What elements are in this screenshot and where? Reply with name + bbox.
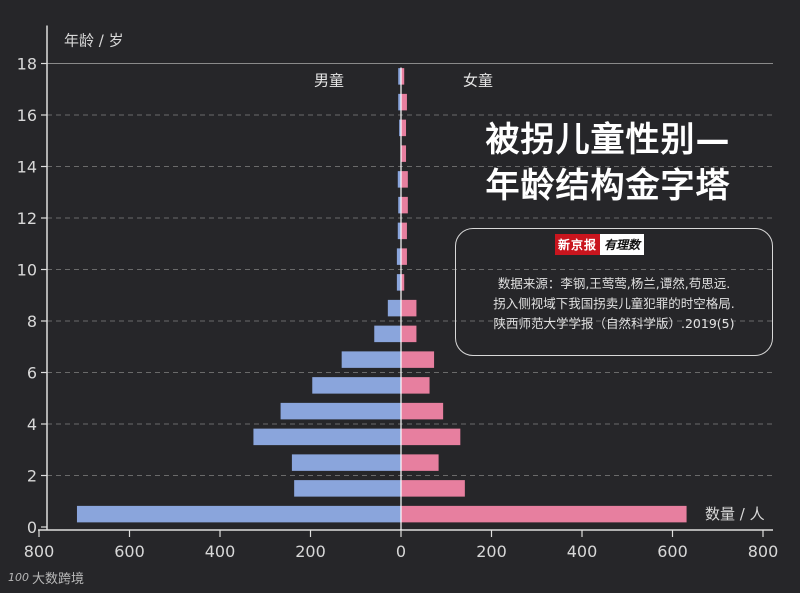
data-source-text: 数据来源：李钢,王莺莺,杨兰,谭然,苟思远. 拐入侧视域下我国拐卖儿童犯罪的时空… — [456, 274, 772, 334]
bar-female — [401, 248, 407, 265]
bar-female — [401, 402, 444, 420]
source-line-3: 陕西师范大学学报（自然科学版）.2019(5) — [493, 316, 735, 331]
bar-male — [398, 93, 401, 111]
bar-female — [401, 454, 439, 471]
y-tick-label: 8 — [27, 312, 37, 331]
y-tick-label: 6 — [27, 364, 37, 383]
publisher-logo: 新京报 有理数 — [555, 234, 645, 255]
bar-female — [401, 505, 687, 523]
bar-male — [397, 171, 401, 188]
series-label-female: 女童 — [463, 72, 493, 90]
youlishu-logo: 有理数 — [600, 234, 645, 255]
x-tick-label: 600 — [657, 542, 688, 561]
y-tick-label: 2 — [27, 467, 37, 486]
y-tick-label: 10 — [17, 261, 37, 280]
bar-male — [253, 428, 401, 446]
bar-male — [76, 505, 401, 523]
y-tick-label: 14 — [17, 158, 37, 177]
source-box: 新京报 有理数 数据来源：李钢,王莺莺,杨兰,谭然,苟思远. 拐入侧视域下我国拐… — [455, 228, 773, 356]
x-tick-label: 800 — [748, 542, 779, 561]
bar-female — [401, 222, 407, 240]
bar-female — [401, 351, 435, 368]
watermark: 100 大数跨境 — [8, 568, 84, 587]
bar-male — [397, 222, 401, 240]
bar-female — [401, 325, 417, 343]
bar-male — [398, 68, 401, 85]
x-tick-label: 800 — [24, 542, 55, 561]
bar-male — [312, 377, 401, 394]
series-label-male: 男童 — [314, 72, 344, 90]
x-tick-label: 200 — [476, 542, 507, 561]
bar-male — [294, 480, 401, 497]
watermark-text: 大数跨境 — [32, 572, 85, 587]
bar-female — [401, 119, 407, 137]
y-tick-label: 18 — [17, 55, 37, 74]
y-axis-title: 年龄 / 岁 — [64, 32, 124, 50]
x-axis-title: 数量 / 人 — [705, 505, 765, 523]
chart-title: 被拐儿童性别— 年龄结构金字塔 — [458, 117, 758, 209]
x-tick-label: 0 — [396, 542, 406, 561]
x-tick-label: 400 — [205, 542, 236, 561]
x-tick-label: 600 — [114, 542, 145, 561]
bar-male — [341, 351, 401, 368]
bar-female — [401, 274, 405, 291]
bar-male — [396, 248, 401, 265]
source-line-2: 拐入侧视域下我国拐卖儿童犯罪的时空格局. — [493, 296, 735, 311]
watermark-logo-icon: 100 — [8, 571, 29, 584]
y-tick-label: 16 — [17, 106, 37, 125]
bar-male — [396, 274, 401, 291]
y-tick-label: 0 — [27, 518, 37, 537]
x-tick-label: 400 — [567, 542, 598, 561]
bar-female — [401, 480, 465, 497]
bar-male — [374, 325, 401, 343]
chart-title-line-2: 年龄结构金字塔 — [485, 166, 731, 206]
bar-female — [401, 145, 407, 162]
xinjingbao-logo: 新京报 — [555, 234, 601, 255]
y-tick-label: 4 — [27, 415, 37, 434]
bar-female — [401, 299, 417, 317]
source-line-1: 数据来源：李钢,王莺莺,杨兰,谭然,苟思远. — [497, 276, 731, 291]
bar-female — [401, 196, 408, 214]
bar-female — [401, 171, 408, 188]
x-tick-label: 200 — [295, 542, 326, 561]
bar-male — [387, 299, 401, 317]
chart-title-line-1: 被拐儿童性别— — [485, 120, 731, 160]
bar-male — [280, 402, 401, 420]
bar-female — [401, 93, 407, 111]
bar-female — [401, 68, 405, 85]
bar-male — [399, 119, 401, 137]
bar-male — [291, 454, 401, 471]
bar-male — [398, 196, 401, 214]
bar-female — [401, 377, 430, 394]
y-tick-label: 12 — [17, 209, 37, 228]
bar-female — [401, 428, 461, 446]
